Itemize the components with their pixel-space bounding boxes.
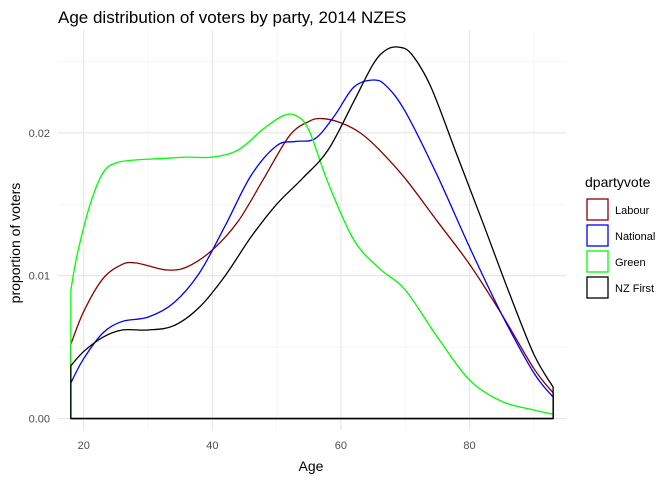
legend-key — [586, 198, 609, 221]
legend-item-green: Green — [586, 250, 646, 273]
y-tick-label: 0.02 — [29, 128, 50, 140]
y-axis-title: proportion of voters — [7, 183, 23, 304]
legend-items: Labour National Green NZ First — [586, 198, 655, 299]
minor-gridlines — [58, 30, 566, 430]
major-gridlines — [58, 30, 566, 430]
x-axis-ticks: 20 40 60 80 — [78, 440, 476, 452]
legend-item-labour: Labour — [586, 198, 650, 221]
y-tick-label: 0.00 — [29, 414, 50, 426]
series-curve-labour — [70, 117, 554, 420]
density-curves — [70, 46, 554, 420]
series-curve-national — [70, 79, 554, 420]
x-tick-label: 20 — [78, 440, 90, 452]
legend-item-national: National — [586, 224, 655, 247]
legend-label: Labour — [615, 205, 650, 217]
legend-label: Green — [615, 257, 646, 269]
series-curve-nz-first — [70, 46, 554, 420]
legend-key — [586, 250, 609, 273]
plot-panel — [58, 30, 566, 430]
legend: dpartyvote Labour National Green NZ First — [585, 174, 655, 299]
x-axis-title: Age — [299, 458, 324, 474]
legend-key — [586, 224, 609, 247]
x-tick-label: 80 — [463, 440, 475, 452]
x-tick-label: 40 — [206, 440, 218, 452]
y-tick-label: 0.01 — [29, 271, 50, 283]
chart-title: Age distribution of voters by party, 201… — [58, 8, 406, 27]
legend-label: National — [615, 231, 655, 243]
legend-title: dpartyvote — [585, 174, 651, 190]
legend-label: NZ First — [615, 283, 654, 295]
y-axis-ticks: 0.00 0.01 0.02 — [29, 128, 50, 426]
series-curve-green — [70, 113, 554, 420]
legend-key — [586, 276, 609, 299]
legend-item-nz-first: NZ First — [586, 276, 654, 299]
x-tick-label: 60 — [335, 440, 347, 452]
